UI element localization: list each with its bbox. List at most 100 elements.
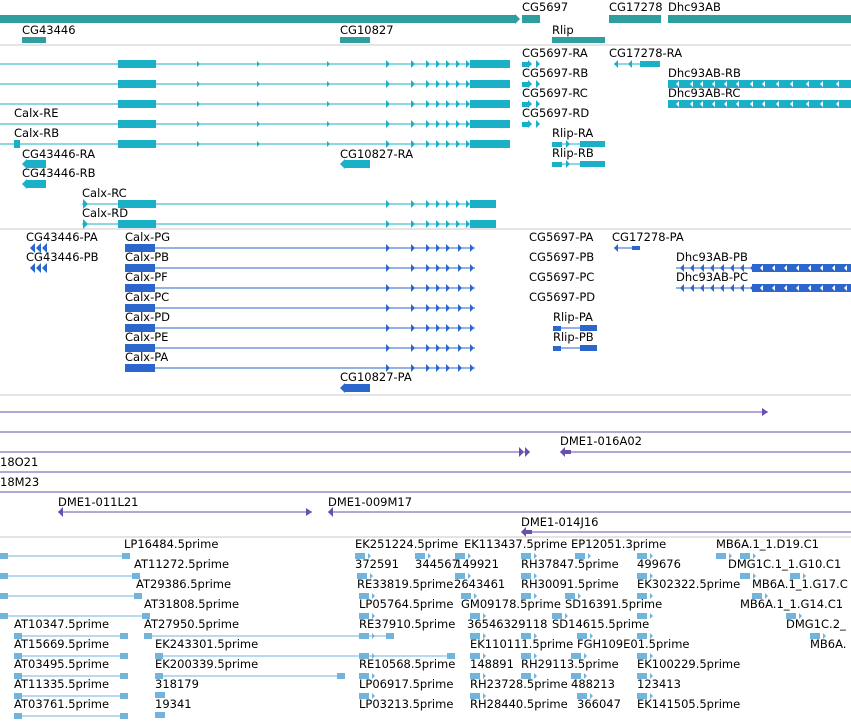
feature-label[interactable]: MB6A.1_1.D19.C1 xyxy=(716,537,819,551)
feature-label[interactable]: MB6A.1_1.G17.C xyxy=(752,577,848,591)
feature-label[interactable]: AT31808.5prime xyxy=(144,597,239,611)
feature-label[interactable]: Dhc93AB xyxy=(668,0,721,14)
feature-label[interactable]: Calx-PE xyxy=(125,330,168,344)
exon-box xyxy=(120,693,128,699)
feature-label[interactable]: EK251224.5prime xyxy=(355,537,458,551)
feature-label[interactable]: 123413 xyxy=(637,677,681,691)
feature-label[interactable]: 19341 xyxy=(155,697,192,711)
feature-label[interactable]: EK200339.5prime xyxy=(155,657,258,671)
feature-label[interactable]: 18M23 xyxy=(0,475,39,489)
feature-label[interactable]: Rlip xyxy=(552,23,574,37)
feature-label[interactable]: EK141505.5prime xyxy=(637,697,740,711)
feature-label[interactable]: EK302322.5prime xyxy=(637,577,740,591)
feature-label[interactable]: DMG1C.2_ xyxy=(786,617,846,631)
feature-label[interactable]: FGH109E01.5prime xyxy=(577,637,690,651)
feature-label[interactable]: 372591 xyxy=(355,557,399,571)
feature-label[interactable]: DME1-014J16 xyxy=(521,515,599,529)
feature-label[interactable]: CG5697-PD xyxy=(529,290,595,304)
feature-label[interactable]: 318179 xyxy=(155,677,199,691)
feature-label[interactable]: CG10827 xyxy=(340,23,394,37)
feature-label[interactable]: Calx-PG xyxy=(125,230,170,244)
feature-label[interactable]: CG5697-RA xyxy=(522,46,588,60)
feature-label[interactable]: DME1-011L21 xyxy=(58,495,139,509)
feature-label[interactable]: CG43446-PB xyxy=(26,250,99,264)
feature-label[interactable]: AT03495.5prime xyxy=(14,657,109,671)
feature-label[interactable]: MB6A. xyxy=(810,637,846,651)
feature-label[interactable]: DMG1C.1_1.G10.C1 xyxy=(728,557,841,571)
feature-label[interactable]: RH28440.5prime xyxy=(470,697,568,711)
feature-label[interactable]: SD16391.5prime xyxy=(565,597,662,611)
feature-label[interactable]: Calx-RB xyxy=(14,126,59,140)
feature-label[interactable]: DME1-009M17 xyxy=(328,495,412,509)
feature-label[interactable]: CG5697-RC xyxy=(522,86,588,100)
feature-label[interactable]: Rlip-RB xyxy=(552,146,594,160)
feature-label[interactable]: Calx-PF xyxy=(125,270,168,284)
feature-label[interactable]: 149921 xyxy=(455,557,499,571)
feature-label[interactable]: AT10347.5prime xyxy=(14,617,109,631)
feature-label[interactable]: EK243301.5prime xyxy=(155,637,258,651)
feature-label[interactable]: 36546329118 xyxy=(467,617,547,631)
feature-label[interactable]: LP16484.5prime xyxy=(124,537,218,551)
feature-label[interactable]: CG5697-RB xyxy=(522,66,588,80)
feature-label[interactable]: CG5697-PA xyxy=(529,230,594,244)
feature-label[interactable]: EK100229.5prime xyxy=(637,657,740,671)
feature-label[interactable]: RE33819.5prime xyxy=(357,577,453,591)
feature-label[interactable]: CG43446 xyxy=(22,23,76,37)
feature-label[interactable]: CG17278-RA xyxy=(609,46,682,60)
feature-label[interactable]: 344567 xyxy=(415,557,459,571)
feature-label[interactable]: RE10568.5prime xyxy=(359,657,455,671)
feature-label[interactable]: RH37847.5prime xyxy=(521,557,619,571)
feature-label[interactable]: CG5697-PB xyxy=(529,250,594,264)
feature-label[interactable]: Dhc93AB-RC xyxy=(668,86,740,100)
feature-label[interactable]: Rlip-PA xyxy=(553,310,593,324)
feature-label[interactable]: LP06917.5prime xyxy=(359,677,453,691)
feature-label[interactable]: LP05764.5prime xyxy=(359,597,453,611)
feature-label[interactable]: CG43446-RB xyxy=(22,166,96,180)
feature-label[interactable]: Calx-PC xyxy=(125,290,169,304)
feature-label[interactable]: AT27950.5prime xyxy=(144,617,239,631)
feature-label[interactable]: EP12051.3prime xyxy=(571,537,666,551)
feature-label[interactable]: RH23728.5prime xyxy=(470,677,568,691)
feature-label[interactable]: Calx-RE xyxy=(14,106,58,120)
feature-label[interactable]: Calx-PD xyxy=(125,310,170,324)
feature-label[interactable]: CG17278 xyxy=(609,0,663,14)
feature-label[interactable]: DME1-016A02 xyxy=(560,434,642,448)
feature-label[interactable]: MB6A.1_1.G14.C1 xyxy=(740,597,843,611)
feature-label[interactable]: LP03213.5prime xyxy=(359,697,453,711)
feature-label[interactable]: AT15669.5prime xyxy=(14,637,109,651)
feature-label[interactable]: AT29386.5prime xyxy=(136,577,231,591)
feature-label[interactable]: CG10827-PA xyxy=(340,370,412,384)
feature-label[interactable]: Calx-PB xyxy=(125,250,169,264)
feature-label[interactable]: Calx-RC xyxy=(82,186,127,200)
feature-label[interactable]: EK110111.5prime xyxy=(470,637,573,651)
feature-label[interactable]: CG5697 xyxy=(522,0,568,14)
feature-label[interactable]: GM09178.5prime xyxy=(461,597,561,611)
feature-label[interactable]: RH29113.5prime xyxy=(521,657,619,671)
feature-label[interactable]: Calx-RD xyxy=(82,206,128,220)
feature-label[interactable]: Dhc93AB-RB xyxy=(668,66,741,80)
feature-label[interactable]: Dhc93AB-PB xyxy=(676,250,748,264)
feature-label[interactable]: AT11272.5prime xyxy=(134,557,229,571)
feature-label[interactable]: 488213 xyxy=(571,677,615,691)
feature-label[interactable]: CG43446-PA xyxy=(26,230,98,244)
feature-label[interactable]: RH30091.5prime xyxy=(521,577,619,591)
feature-label[interactable]: CG43446-RA xyxy=(22,147,95,161)
feature-label[interactable]: Dhc93AB-PC xyxy=(676,270,748,284)
feature-label[interactable]: 366047 xyxy=(577,697,621,711)
feature-label[interactable]: Rlip-PB xyxy=(553,330,594,344)
feature-label[interactable]: Rlip-RA xyxy=(552,126,593,140)
feature-label[interactable]: CG5697-RD xyxy=(522,106,589,120)
feature-label[interactable]: 148891 xyxy=(470,657,514,671)
feature-label[interactable]: 2643461 xyxy=(454,577,505,591)
feature-label[interactable]: CG10827-RA xyxy=(340,147,413,161)
feature-label[interactable]: AT03761.5prime xyxy=(14,697,109,711)
feature-label[interactable]: RE37910.5prime xyxy=(359,617,455,631)
feature-label[interactable]: CG17278-PA xyxy=(612,230,684,244)
feature-label[interactable]: 18O21 xyxy=(0,455,38,469)
feature-label[interactable]: CG5697-PC xyxy=(529,270,594,284)
feature-label[interactable]: EK113437.5prime xyxy=(464,537,567,551)
feature-label[interactable]: Calx-PA xyxy=(125,350,168,364)
feature-label[interactable]: 499676 xyxy=(637,557,681,571)
feature-label[interactable]: AT11335.5prime xyxy=(14,677,109,691)
feature-label[interactable]: SD14615.5prime xyxy=(552,617,649,631)
